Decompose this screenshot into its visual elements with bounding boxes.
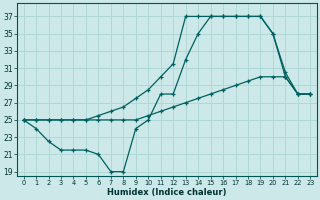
X-axis label: Humidex (Indice chaleur): Humidex (Indice chaleur)	[107, 188, 227, 197]
